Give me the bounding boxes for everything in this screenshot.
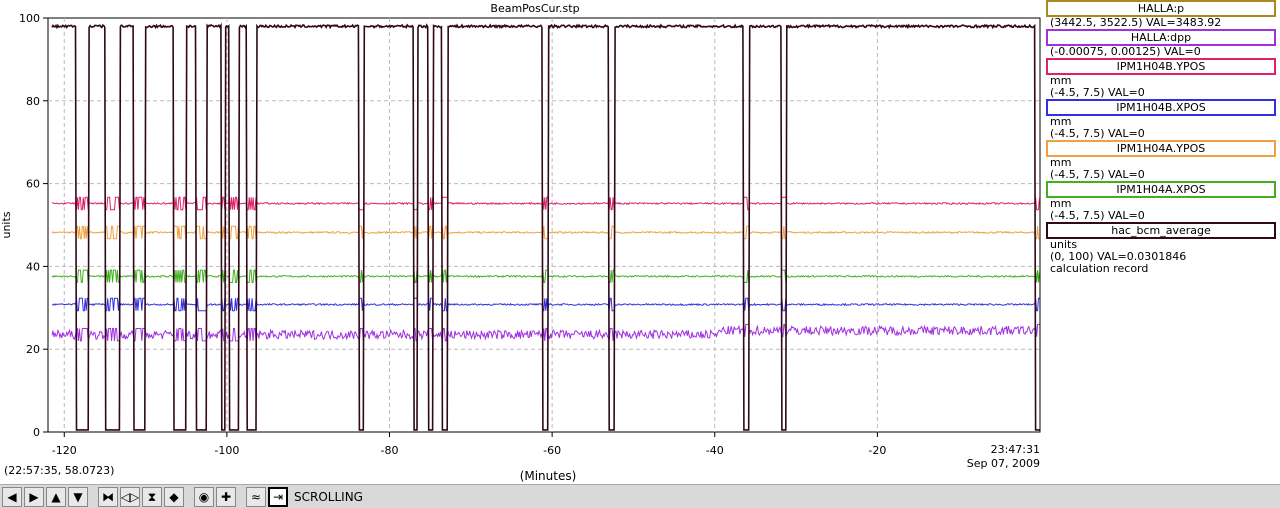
legend-entry-ipm1h04a-ypos[interactable]: IPM1H04A.YPOS bbox=[1046, 140, 1276, 157]
zoom-out-x-icon[interactable]: ◁▷ bbox=[120, 486, 140, 507]
scroll-right-icon[interactable]: ⇥ bbox=[268, 486, 288, 507]
series-line-ipm1h04b-xpos bbox=[51, 297, 1040, 312]
legend-detail: mm bbox=[1050, 156, 1072, 169]
legend-detail: calculation record bbox=[1050, 262, 1149, 275]
arrow-right-icon[interactable]: ▶ bbox=[24, 486, 44, 507]
legend-entry-ipm1h04b-xpos[interactable]: IPM1H04B.XPOS bbox=[1046, 99, 1276, 116]
series-line-hac-bcm-average bbox=[51, 22, 1040, 431]
legend-entry-halla-p[interactable]: HALLA:p bbox=[1046, 0, 1276, 17]
legend-entry-ipm1h04b-ypos[interactable]: IPM1H04B.YPOS bbox=[1046, 58, 1276, 75]
waveform-icon[interactable]: ≈ bbox=[246, 486, 266, 507]
y-tick-label: 0 bbox=[33, 426, 40, 439]
y-tick-label: 40 bbox=[26, 260, 40, 273]
legend-detail: mm bbox=[1050, 197, 1072, 210]
plus-icon[interactable]: ✚ bbox=[216, 486, 236, 507]
x-tick-label: -120 bbox=[52, 444, 77, 457]
x-tick-label: -80 bbox=[381, 444, 399, 457]
y-tick-label: 100 bbox=[19, 12, 40, 25]
x-tick-label: -40 bbox=[706, 444, 724, 457]
x-tick-label: -20 bbox=[868, 444, 886, 457]
strip-chart[interactable]: BeamPosCur.stp units (Minutes) 23:47:31 … bbox=[0, 0, 1044, 484]
legend-detail: (-0.00075, 0.00125) VAL=0 bbox=[1050, 45, 1201, 58]
zoom-in-y-icon[interactable]: ⧗ bbox=[142, 486, 162, 507]
legend-detail: (0, 100) VAL=0.0301846 bbox=[1050, 250, 1187, 263]
arrow-left-icon[interactable]: ◀ bbox=[2, 486, 22, 507]
legend-detail: (-4.5, 7.5) VAL=0 bbox=[1050, 209, 1145, 222]
chart-title: BeamPosCur.stp bbox=[490, 2, 579, 15]
mode-label: SCROLLING bbox=[294, 489, 363, 504]
legend-entry-hac-bcm-average[interactable]: hac_bcm_average bbox=[1046, 222, 1276, 239]
cursor-coordinates: (22:57:35, 58.0723) bbox=[4, 464, 115, 477]
y-axis-label: units bbox=[0, 211, 13, 238]
series-line-ipm1h04a-ypos bbox=[51, 225, 1040, 240]
legend: HALLA:p (3442.5, 3522.5) VAL=3483.92 HALLA… bbox=[1044, 0, 1280, 480]
series-line-halla-dpp bbox=[51, 323, 1040, 342]
arrow-down-icon[interactable]: ▼ bbox=[68, 486, 88, 507]
legend-entry-halla-dpp[interactable]: HALLA:dpp bbox=[1046, 29, 1276, 46]
zoom-out-y-icon[interactable]: ◆ bbox=[164, 486, 184, 507]
zoom-in-x-icon[interactable]: ⧓ bbox=[98, 486, 118, 507]
series-line-ipm1h04a-xpos bbox=[51, 269, 1040, 283]
legend-detail: units bbox=[1050, 238, 1078, 251]
toolbar: ◀ ▶ ▲ ▼ ⧓ ◁▷ ⧗ ◆ ◉ ✚ ≈ ⇥ SCROLLING bbox=[0, 484, 1280, 508]
x-end-time: 23:47:31 bbox=[991, 443, 1040, 456]
x-tick-label: -60 bbox=[543, 444, 561, 457]
arrow-up-icon[interactable]: ▲ bbox=[46, 486, 66, 507]
y-tick-label: 20 bbox=[26, 343, 40, 356]
legend-detail: mm bbox=[1050, 115, 1072, 128]
record-icon[interactable]: ◉ bbox=[194, 486, 214, 507]
x-tick-label: -100 bbox=[214, 444, 239, 457]
plot-frame bbox=[47, 17, 1041, 433]
y-tick-label: 60 bbox=[26, 178, 40, 191]
legend-detail: (-4.5, 7.5) VAL=0 bbox=[1050, 127, 1145, 140]
legend-detail: (-4.5, 7.5) VAL=0 bbox=[1050, 86, 1145, 99]
legend-detail: (-4.5, 7.5) VAL=0 bbox=[1050, 168, 1145, 181]
legend-entry-ipm1h04a-xpos[interactable]: IPM1H04A.XPOS bbox=[1046, 181, 1276, 198]
x-axis-label: (Minutes) bbox=[520, 469, 577, 483]
legend-detail: mm bbox=[1050, 74, 1072, 87]
legend-detail: (3442.5, 3522.5) VAL=3483.92 bbox=[1050, 16, 1222, 29]
y-tick-label: 80 bbox=[26, 95, 40, 108]
series-line-ipm1h04b-ypos bbox=[51, 196, 1040, 211]
x-end-date: Sep 07, 2009 bbox=[967, 457, 1040, 470]
